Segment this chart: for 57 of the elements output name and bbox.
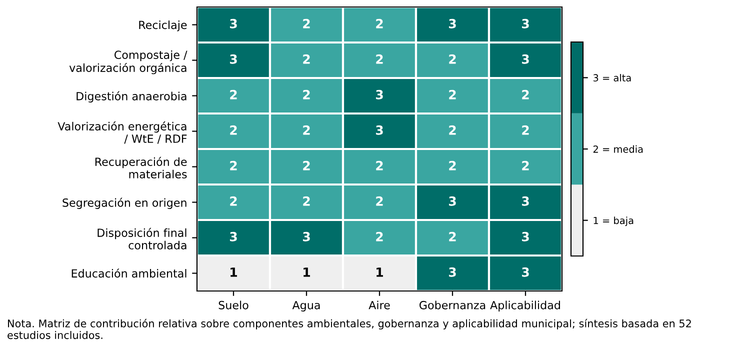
data-label: 2 [449,90,456,100]
data-label: 2 [303,196,310,206]
data-label: 3 [522,18,529,28]
data-label: 3 [230,232,237,242]
color-bar-label: 2 = media [593,145,643,153]
y-tick-label: Segregación en origen [62,198,186,210]
data-label: 2 [303,18,310,28]
data-label: 2 [303,125,310,135]
data-label: 2 [376,160,383,170]
data-label: 2 [449,232,456,242]
y-tick-label: Valorización energética / WtE / RDF [58,121,187,144]
data-label: 3 [302,232,310,242]
data-label: 1 [230,268,237,277]
data-label: 2 [303,54,310,64]
data-label: 3 [522,232,529,242]
data-label: 2 [376,232,383,242]
data-label: 3 [522,196,529,206]
y-tick-label: Reciclaje [139,20,187,32]
x-tick-label: Agua [292,301,320,312]
data-label: 2 [376,196,383,206]
y-tick-label: Recuperación de materiales [95,156,187,178]
data-label: 2 [303,160,310,170]
data-label: 3 [230,54,237,64]
data-label: 2 [303,90,310,100]
data-label: 2 [522,160,529,170]
y-tick-label: Compostaje / valorización orgánica [69,50,188,74]
data-label: 3 [522,267,529,277]
x-tick-label: Aire [368,300,390,310]
data-label: 2 [449,125,456,135]
data-label: 2 [230,160,237,170]
data-label: 2 [522,125,529,135]
x-tick-label: Gobernanza [420,300,486,310]
data-label: 3 [448,267,456,277]
data-label: 2 [449,54,456,64]
data-label: 3 [230,18,237,28]
data-label: 2 [376,54,383,64]
color-bar-label: 1 = baja [594,216,634,226]
data-label: 3 [448,18,456,28]
y-tick-label: Disposición final controlada [98,228,186,250]
color-bar-label: 3 = alta [593,74,631,82]
y-tick-label: Educación ambiental [72,268,186,278]
data-label: 2 [230,196,237,206]
y-tick-label: Digestión anaerobia [76,91,186,103]
data-label: 3 [522,54,529,64]
data-label: 2 [449,160,456,170]
data-label: 1 [376,268,383,277]
data-label: 3 [376,125,383,135]
data-label: 3 [448,196,456,206]
data-label: 2 [230,125,237,135]
data-label: 2 [230,90,237,100]
data-label: 2 [376,18,383,28]
x-tick-label: Suelo [218,300,248,310]
data-label: 1 [304,268,310,277]
data-label: 2 [522,90,529,100]
x-tick-label: Aplicabilidad [490,300,560,312]
text: Nota. Matriz de contribución relativa sobre componentes ambientales, gobernanza y aplicabilidad municipal; síntesis basada en 52 estudios incluidos. [8,318,691,340]
data-label: 3 [376,90,383,100]
